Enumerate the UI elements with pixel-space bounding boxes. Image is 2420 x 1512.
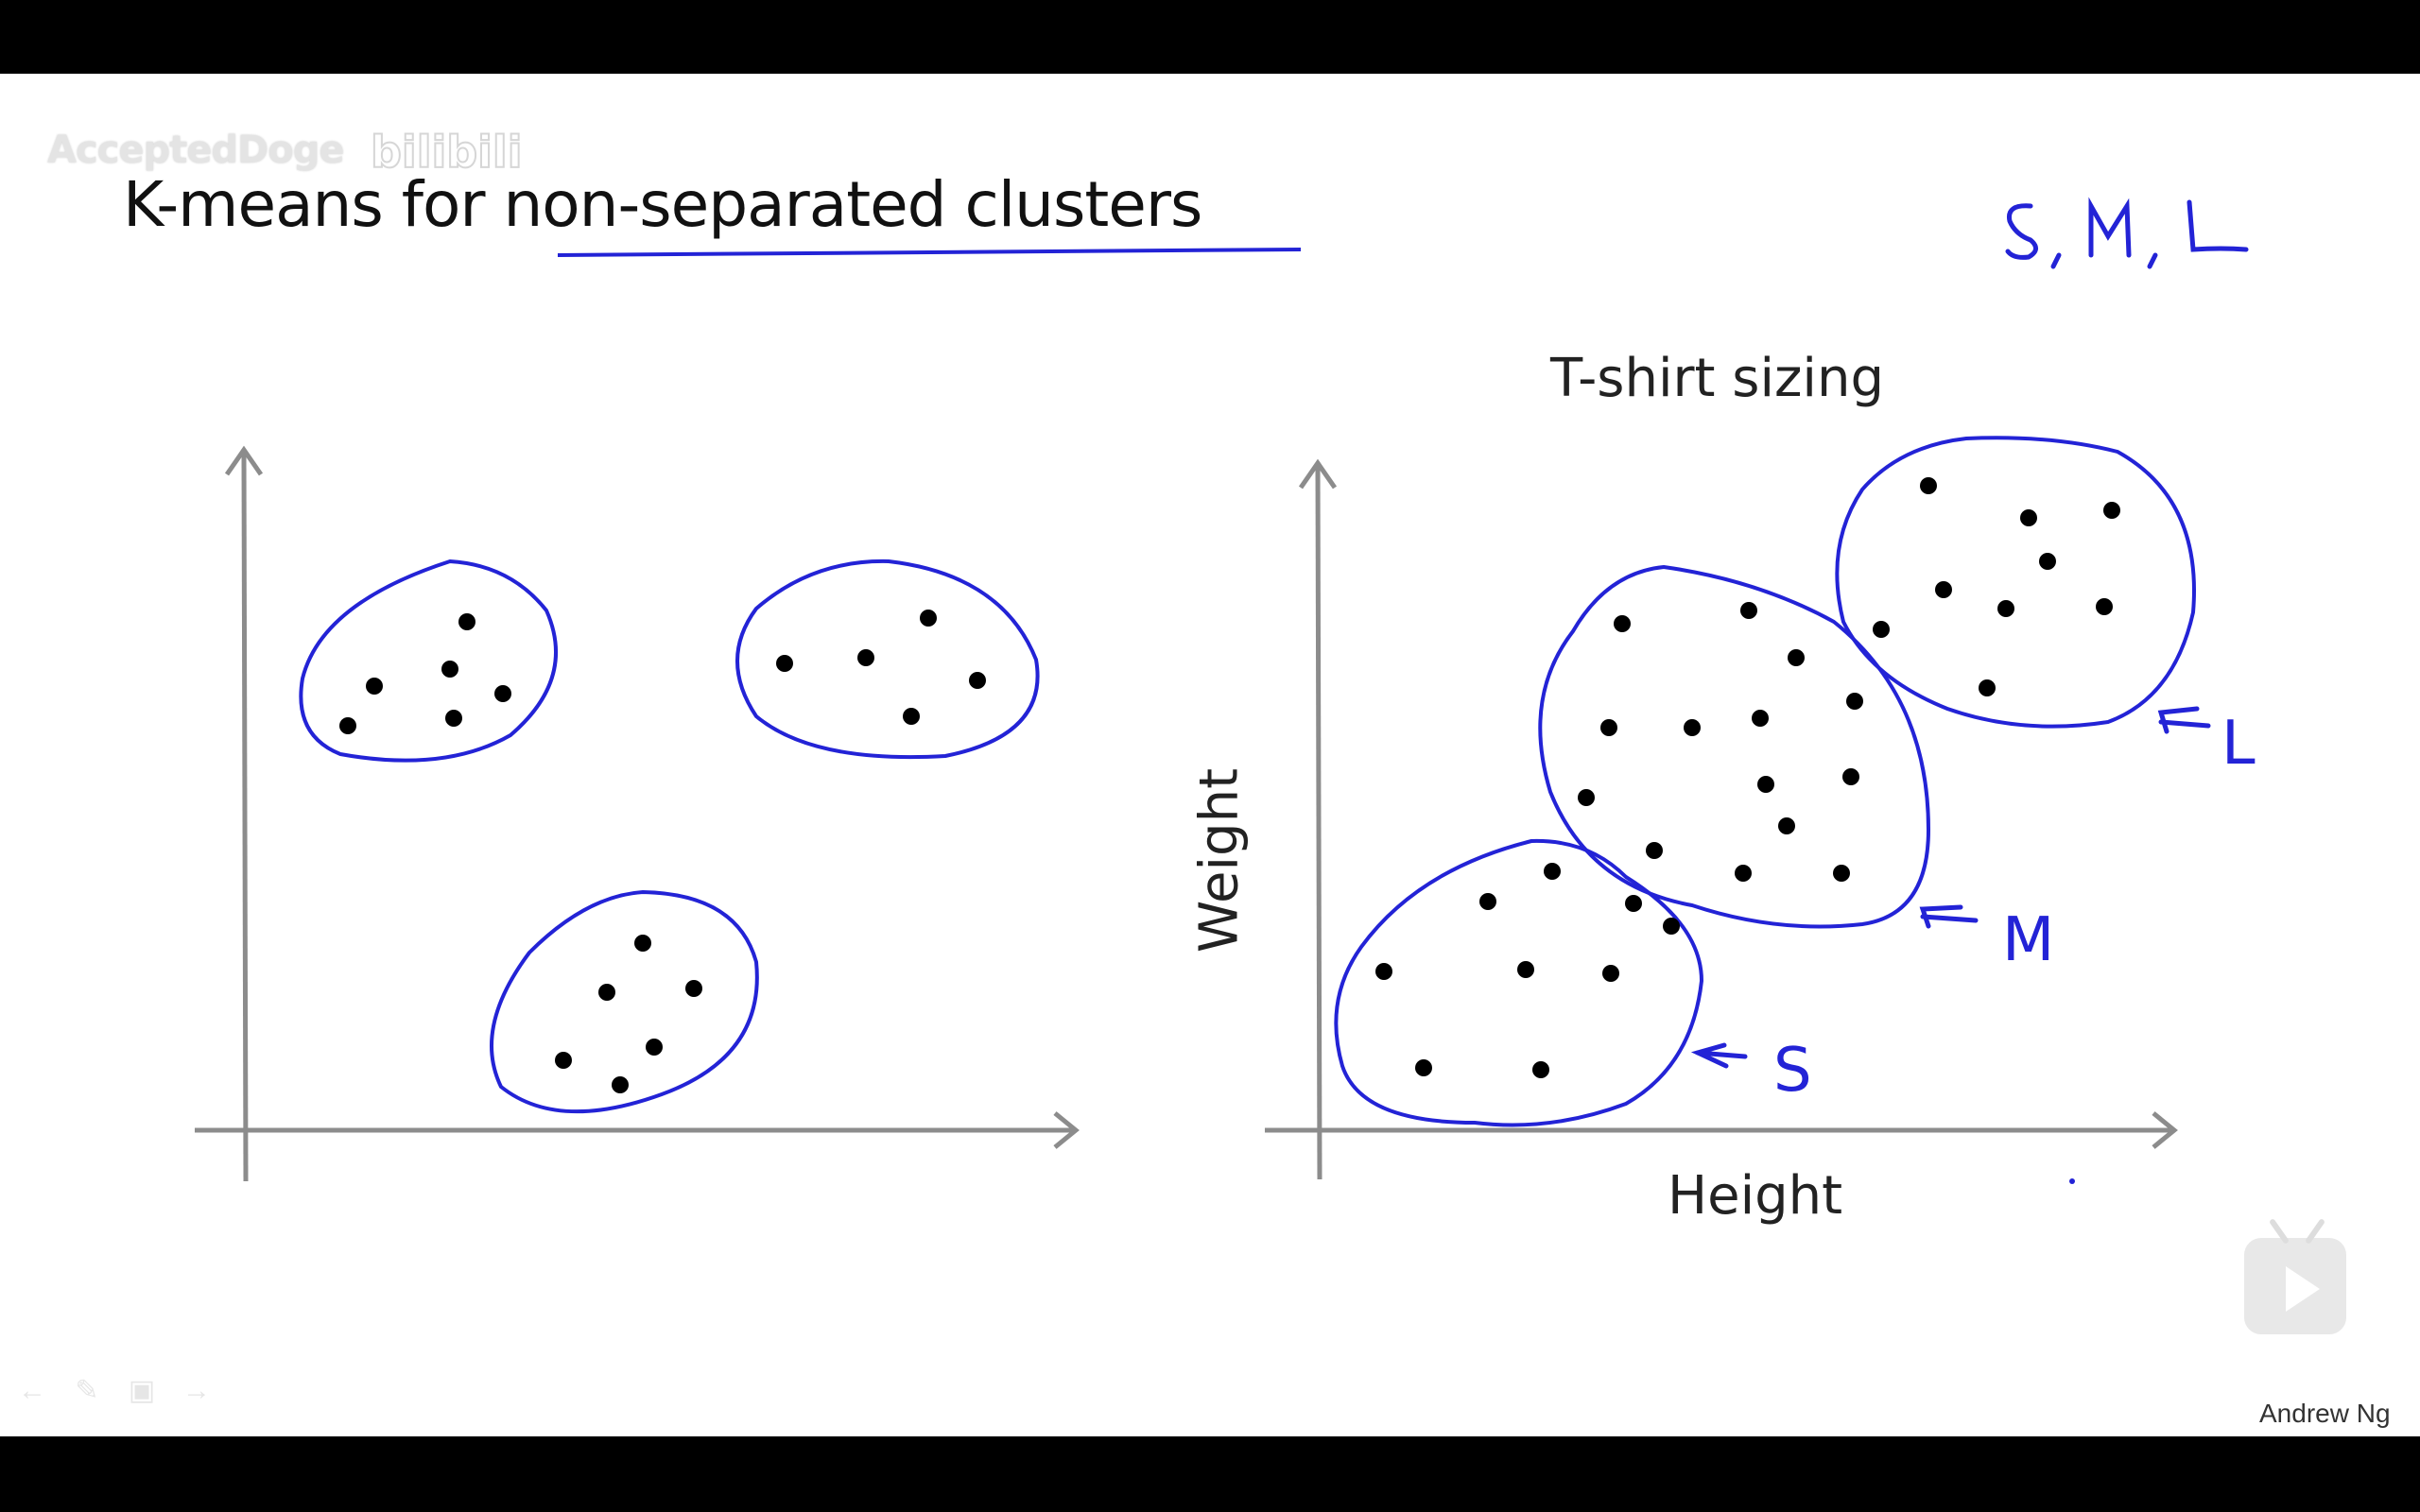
right-plot-clusters xyxy=(1334,436,2196,1127)
slide-title: K-means for non-separated clusters xyxy=(123,168,1202,241)
cluster-label-s: S xyxy=(1773,1036,1812,1106)
sizes-annotation xyxy=(2005,197,2249,269)
left-plot-axes xyxy=(195,445,1080,1182)
lecture-slide: AcceptedDoge bilibili K-means for non-se… xyxy=(0,74,2420,1436)
letterbox-top xyxy=(0,0,2420,74)
forward-icon[interactable]: → xyxy=(182,1375,211,1406)
right-plot-points xyxy=(1375,477,2120,1078)
slide-toolbar: ← ✎ ▣ → xyxy=(17,1375,212,1406)
pen-icon[interactable]: ✎ xyxy=(75,1375,99,1406)
cluster-label-l: L xyxy=(2221,709,2256,779)
right-plot-axes xyxy=(1265,458,2178,1180)
x-axis-label: Height xyxy=(1668,1165,1843,1227)
watermark-username: AcceptedDoge xyxy=(47,129,344,172)
stray-mark xyxy=(2069,1178,2075,1184)
play-button[interactable] xyxy=(2240,1217,2350,1338)
slide-title-underlined: non-separated clusters xyxy=(503,168,1202,241)
play-icon xyxy=(2286,1266,2320,1312)
y-axis-label: Weight xyxy=(1188,767,1251,954)
slide-title-prefix: K-means for xyxy=(123,168,504,241)
left-plot-clusters xyxy=(299,558,1040,1114)
bilibili-logo: bilibili xyxy=(370,126,523,179)
screen-icon[interactable]: ▣ xyxy=(128,1375,156,1406)
left-plot-points xyxy=(339,610,986,1093)
cluster-label-arrows xyxy=(1690,706,2211,1069)
slide-drawing: S M L xyxy=(195,197,2256,1184)
cluster-label-m: M xyxy=(2002,905,2054,975)
back-icon[interactable]: ← xyxy=(18,1375,46,1406)
letterbox-bottom xyxy=(0,1436,2420,1512)
author-credit: Andrew Ng xyxy=(2259,1399,2391,1428)
title-underline xyxy=(557,248,1302,257)
right-plot-title: T-shirt sizing xyxy=(1550,348,1885,409)
